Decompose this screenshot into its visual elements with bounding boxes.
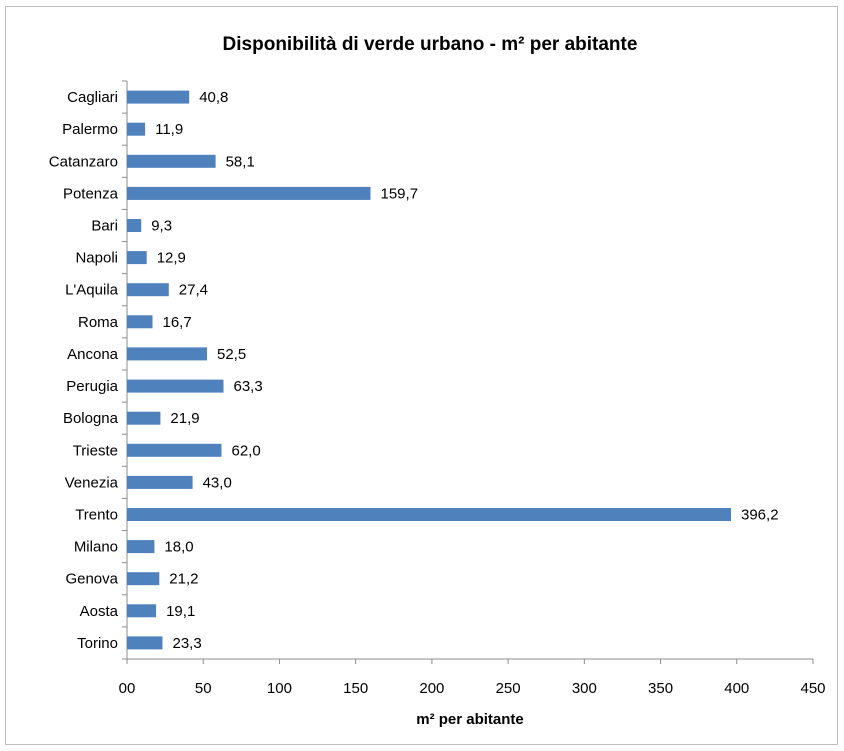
bar-milano bbox=[127, 540, 155, 554]
bar-potenza bbox=[127, 186, 371, 200]
bar-ancona bbox=[127, 347, 207, 361]
bar-napoli bbox=[127, 251, 147, 265]
data-label: 58,1 bbox=[226, 153, 255, 170]
data-label: 27,4 bbox=[179, 282, 208, 299]
chart-border bbox=[5, 6, 838, 745]
category-label: Bologna bbox=[63, 410, 119, 427]
bar-cagliari bbox=[127, 90, 190, 104]
bar-trieste bbox=[127, 443, 222, 457]
category-label: Ancona bbox=[67, 346, 119, 363]
bar-aosta bbox=[127, 604, 157, 618]
category-label: Trento bbox=[75, 507, 118, 524]
x-tick-label: 00 bbox=[119, 680, 136, 697]
category-label: Palermo bbox=[62, 121, 118, 138]
bar-catanzaro bbox=[127, 154, 216, 168]
category-label: Bari bbox=[91, 218, 118, 235]
x-tick-label: 250 bbox=[496, 680, 521, 697]
bar-trento bbox=[127, 508, 731, 521]
x-tick-label: 350 bbox=[648, 680, 673, 697]
category-label: Genova bbox=[65, 571, 118, 588]
data-label: 21,9 bbox=[170, 410, 199, 427]
category-label: Roma bbox=[78, 314, 119, 331]
bar-perugia bbox=[127, 379, 224, 393]
data-label: 23,3 bbox=[173, 635, 202, 652]
x-tick-label: 400 bbox=[724, 680, 749, 697]
data-label: 11,9 bbox=[155, 121, 183, 138]
bar-bologna bbox=[127, 411, 161, 425]
bar-palermo bbox=[127, 122, 146, 136]
x-tick-label: 200 bbox=[419, 680, 444, 697]
bar-laquila bbox=[127, 283, 169, 297]
data-label: 16,7 bbox=[163, 314, 192, 331]
data-label: 159,7 bbox=[381, 185, 419, 202]
x-tick-label: 300 bbox=[572, 680, 597, 697]
data-label: 9,3 bbox=[151, 218, 172, 235]
bar-roma bbox=[127, 315, 153, 329]
x-tick-label: 50 bbox=[195, 680, 212, 697]
data-label: 52,5 bbox=[217, 346, 246, 363]
data-label: 62,0 bbox=[232, 442, 261, 459]
data-label: 12,9 bbox=[157, 250, 186, 267]
plot-area: 00 50 100 150 200 250 300 350 400 450 Cagliari 40,8… bbox=[49, 80, 826, 697]
category-label: Trieste bbox=[73, 442, 118, 459]
data-label: 43,0 bbox=[203, 474, 232, 491]
category-label: Milano bbox=[74, 539, 118, 556]
data-label: 19,1 bbox=[166, 603, 195, 620]
category-label: Cagliari bbox=[67, 89, 118, 106]
category-label: Potenza bbox=[63, 185, 119, 202]
x-tick-label: 150 bbox=[343, 680, 368, 697]
category-label: L'Aquila bbox=[65, 282, 119, 299]
category-label: Napoli bbox=[75, 250, 118, 267]
category-label: Torino bbox=[77, 635, 118, 652]
bar-venezia bbox=[127, 475, 193, 489]
category-label: Aosta bbox=[80, 603, 119, 620]
data-label: 396,2 bbox=[741, 507, 779, 524]
bar-bari bbox=[127, 219, 142, 232]
x-axis-title: m² per abitante bbox=[416, 711, 524, 728]
data-label: 40,8 bbox=[199, 89, 228, 106]
data-label: 18,0 bbox=[164, 539, 193, 556]
x-tick-label: 100 bbox=[267, 680, 292, 697]
bar-torino bbox=[127, 636, 163, 650]
category-label: Venezia bbox=[65, 474, 119, 491]
category-label: Perugia bbox=[66, 378, 118, 395]
chart-title: Disponibilità di verde urbano - m² per a… bbox=[223, 34, 638, 55]
category-label: Catanzaro bbox=[49, 153, 118, 170]
bar-genova bbox=[127, 572, 160, 586]
data-label: 21,2 bbox=[169, 571, 198, 588]
data-label: 63,3 bbox=[234, 378, 263, 395]
x-tick-label: 450 bbox=[800, 680, 825, 697]
